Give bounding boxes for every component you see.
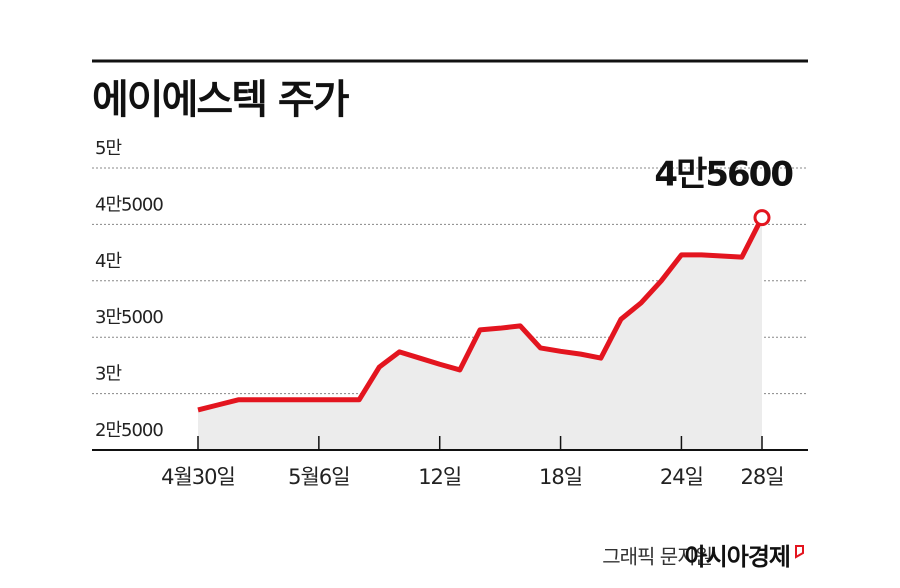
x-tick-label: 28일 [740, 465, 783, 489]
plot: 2만5000 3만 3만5000 4만 4만5000 5만 4만5600 4월30일 5월6일 1… [92, 138, 808, 489]
source: 아시아경제 [685, 543, 790, 571]
x-tick-label: 12일 [418, 465, 461, 489]
x-tick-label: 18일 [539, 465, 582, 489]
y-tick-label: 3만 [95, 364, 121, 385]
value-label: 4만5600 [654, 155, 793, 195]
x-tick-label: 5월6일 [288, 465, 349, 489]
credit: 그래픽 문지원 [602, 545, 712, 569]
y-tick-label: 4만5000 [95, 194, 163, 215]
chart-title: 에이에스텍 주가 [92, 77, 350, 123]
end-marker [753, 209, 771, 227]
y-tick-label: 4만 [95, 251, 121, 272]
logo-mark [795, 545, 804, 559]
y-tick-label: 3만5000 [95, 307, 163, 328]
x-tick-label: 4월30일 [161, 465, 235, 489]
y-tick-label: 5만 [95, 138, 121, 159]
x-tick-label: 24일 [660, 465, 703, 489]
y-tick-label: 2만5000 [95, 420, 163, 441]
line [197, 216, 765, 413]
